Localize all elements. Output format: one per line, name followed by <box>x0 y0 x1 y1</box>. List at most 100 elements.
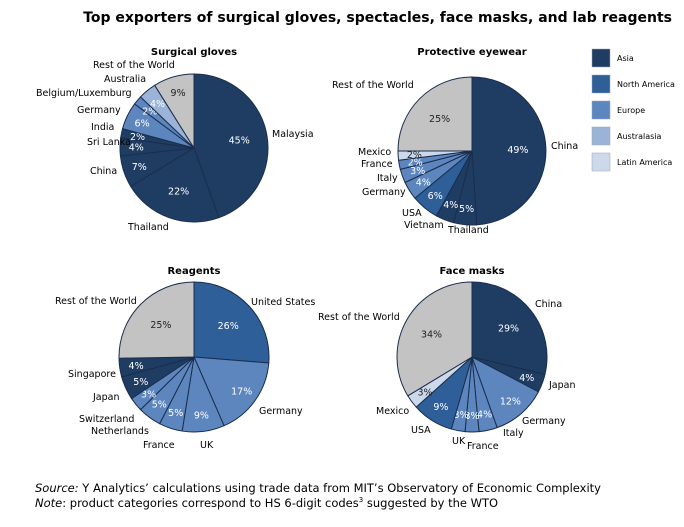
slice-percent-germany: 17% <box>231 386 252 397</box>
note-suffix: suggested by the WTO <box>363 496 499 510</box>
slice-label-rest-of-the-world: Rest of the World <box>55 296 137 307</box>
pie-title: Protective eyewear <box>417 47 526 58</box>
slice-percent-rest-of-the-world: 34% <box>421 330 442 341</box>
slice-label-mexico: Mexico <box>358 147 391 158</box>
slice-label-mexico: Mexico <box>376 406 409 417</box>
slice-label-france: France <box>361 159 393 170</box>
slice-malaysia <box>193 73 269 219</box>
slice-label-india: India <box>91 122 114 133</box>
slice-label-japan: Japan <box>92 392 120 403</box>
slice-percent-singapore: 4% <box>129 361 144 372</box>
slice-label-france: France <box>467 441 499 452</box>
slice-label-usa: USA <box>402 208 422 219</box>
note-text: : product categories correspond to HS 6-… <box>62 496 359 510</box>
slice-label-australia: Australia <box>104 74 146 85</box>
slice-label-japan: Japan <box>548 380 576 391</box>
slice-percent-sri-lanka: 4% <box>129 143 144 154</box>
legend-label-europe: Europe <box>617 106 645 115</box>
slice-label-belgium-luxemburg: Belgium/Luxemburg <box>36 88 132 99</box>
slice-percent-germany: 4% <box>416 177 431 188</box>
legend-swatch-australasia <box>591 126 611 146</box>
slice-label-germany: Germany <box>522 416 566 427</box>
slice-label-malaysia: Malaysia <box>272 129 314 140</box>
slice-percent-china: 7% <box>132 162 147 173</box>
slice-label-china: China <box>90 166 117 177</box>
pie-reagents: Reagents 26% United States 17% Germany 9% UK 5%… <box>55 266 315 451</box>
legend-swatch-north-america <box>591 74 611 94</box>
slice-germany <box>193 356 270 427</box>
slice-label-germany: Germany <box>259 406 303 417</box>
pie-surgical-gloves: Surgical gloves 45% Malaysia 22% Thailand 7% C… <box>36 47 314 233</box>
slice-percent-usa: 9% <box>433 402 448 413</box>
slice-percent-australia: 4% <box>150 99 165 110</box>
source-text: Y Analytics’ calculations using trade da… <box>78 481 601 495</box>
slice-label-uk: UK <box>200 440 214 451</box>
slice-percent-thailand: 22% <box>168 187 189 198</box>
slice-label-sri-lanka: Sri Lanka <box>87 137 131 148</box>
legend-label-asia: Asia <box>617 54 634 63</box>
slice-label-vietnam: Vietnam <box>404 220 444 231</box>
slice-percent-usa: 6% <box>428 191 443 202</box>
slice-label-thailand: Thailand <box>127 222 169 233</box>
note-footnote-mark: 3 <box>358 496 364 505</box>
main-title: Top exporters of surgical gloves, specta… <box>83 10 672 26</box>
slice-united-states <box>193 281 270 364</box>
legend-swatch-latin-america <box>591 152 611 172</box>
slice-percent-vietnam: 4% <box>443 200 458 211</box>
slice-percent-japan: 5% <box>133 377 148 388</box>
slice-rest-of-the-world <box>396 281 473 397</box>
slice-label-usa: USA <box>411 425 431 436</box>
slice-percent-germany: 12% <box>500 397 521 408</box>
slice-label-netherlands: Netherlands <box>91 426 149 437</box>
slice-label-thailand: Thailand <box>447 225 489 236</box>
legend-label-australasia: Australasia <box>617 132 662 141</box>
pie-title: Reagents <box>167 266 220 277</box>
pie-face-masks: Face masks 29% China 4% Japan 12%Germany 4% Ita… <box>318 266 576 452</box>
slice-percent-france: 5% <box>168 408 183 419</box>
slice-percent-mexico: 3% <box>417 387 432 398</box>
pie-protective-eyewear: Protective eyewear 49% China 5% Thailand 4% Vi… <box>332 47 578 236</box>
slice-rest-of-the-world <box>397 76 473 152</box>
slice-label-rest-of-the-world: Rest of the World <box>318 312 400 323</box>
slice-label-uk: UK <box>452 436 466 447</box>
slice-label-italy: Italy <box>377 173 398 184</box>
slice-label-germany: Germany <box>362 187 406 198</box>
slice-percent-japan: 4% <box>519 373 534 384</box>
source-line: Source: Y Analytics’ calculations using … <box>35 481 601 495</box>
note-line: Note: product categories correspond to H… <box>35 496 498 510</box>
slice-label-singapore: Singapore <box>68 369 116 380</box>
slice-china <box>471 76 547 226</box>
slice-percent-rest-of-the-world: 25% <box>150 320 171 331</box>
slice-percent-italy: 3% <box>410 166 425 177</box>
legend-swatch-asia <box>591 48 611 68</box>
note-prefix: Note <box>35 496 63 510</box>
slice-percent-thailand: 5% <box>459 204 474 215</box>
slice-label-france: France <box>143 440 175 451</box>
legend-label-latin-america: Latin America <box>617 158 672 167</box>
legend: Asia North America Europe Australasia Latin … <box>591 48 675 172</box>
slice-percent-italy: 4% <box>477 410 492 421</box>
slice-percent-france: 2% <box>408 157 423 168</box>
slice-percent-united-states: 26% <box>218 321 239 332</box>
slice-label-switzerland: Switzerland <box>79 414 134 425</box>
slice-percent-belgium-luxemburg: 2% <box>142 106 157 117</box>
slice-percent-india: 2% <box>130 132 145 143</box>
slice-rest-of-the-world <box>118 281 195 359</box>
slice-label-china: China <box>551 141 578 152</box>
slice-percent-china: 29% <box>498 324 519 335</box>
slice-percent-germany: 6% <box>135 118 150 129</box>
slice-percent-switzerland: 3% <box>141 389 156 400</box>
slice-percent-uk: 9% <box>194 411 209 422</box>
slice-percent-uk: 3% <box>454 410 469 421</box>
slice-label-rest-of-the-world: Rest of the World <box>332 80 414 91</box>
slice-label-italy: Italy <box>503 428 524 439</box>
source-prefix: Source: <box>35 481 79 495</box>
pie-title: Face masks <box>440 266 505 277</box>
pie-title: Surgical gloves <box>151 47 237 58</box>
slice-percent-china: 49% <box>507 145 528 156</box>
slice-label-rest-of-the-world: Rest of the World <box>93 60 175 71</box>
slice-thailand <box>130 147 220 223</box>
slice-china <box>471 281 548 375</box>
slice-rest-of-the-world <box>154 73 195 150</box>
